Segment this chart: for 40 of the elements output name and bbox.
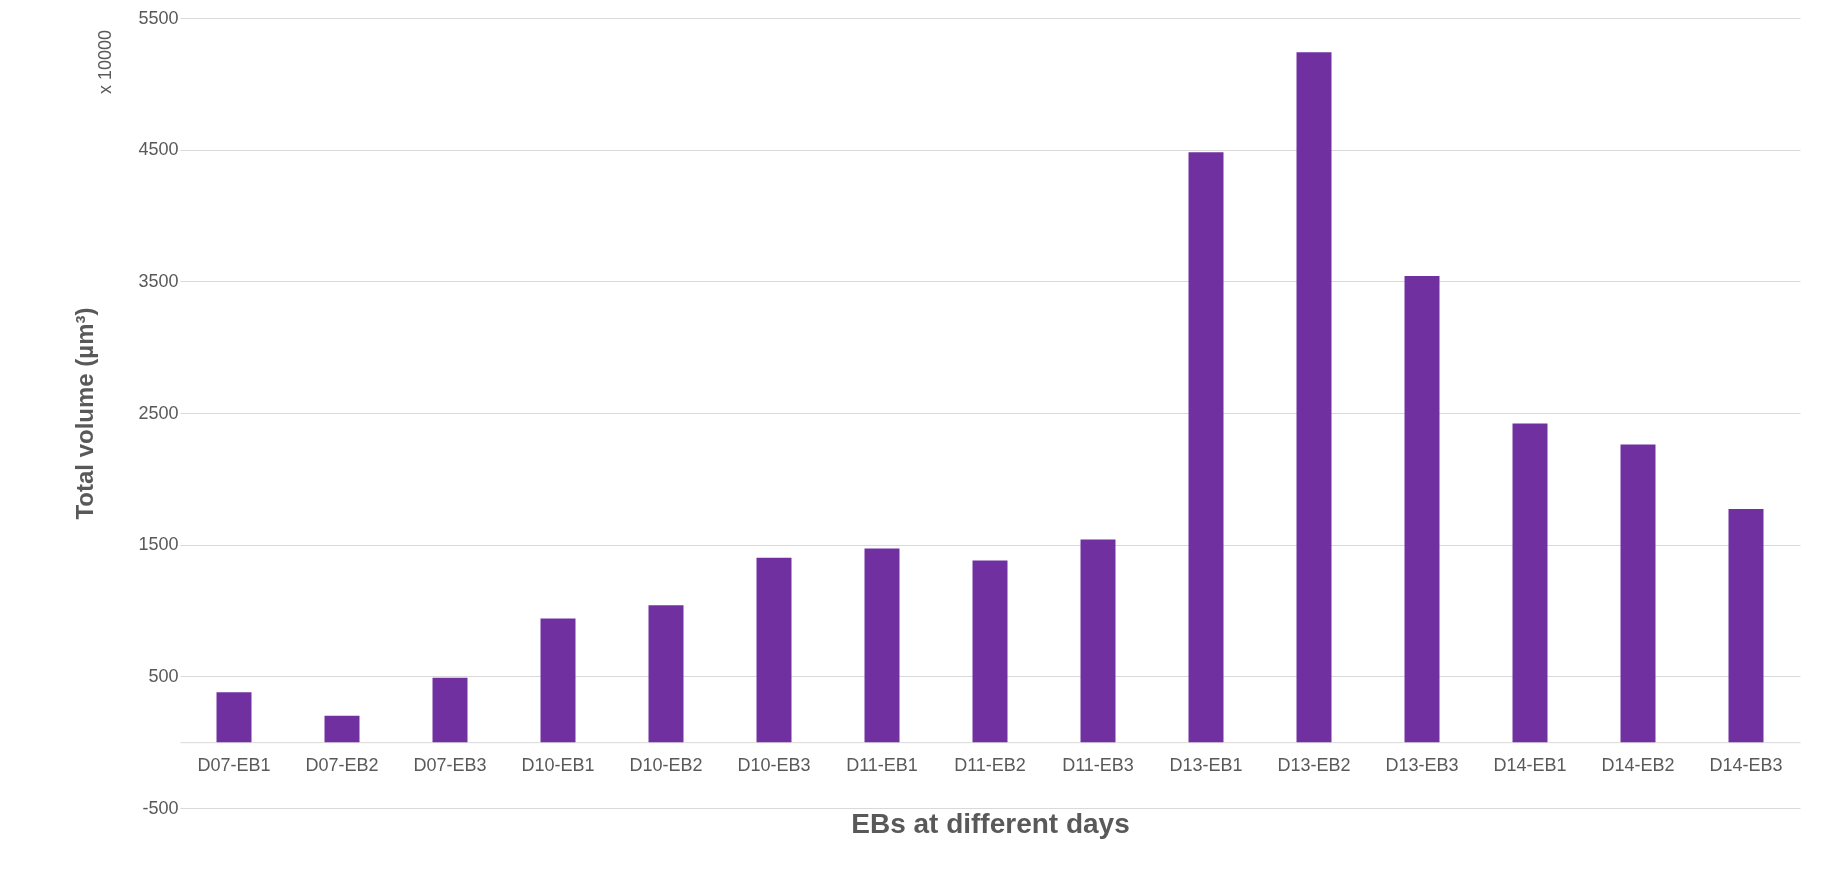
x-tick-label: D07-EB3 (413, 754, 487, 775)
bar (1296, 52, 1332, 743)
y-tick-label: -500 (142, 797, 179, 818)
bar (540, 618, 576, 743)
x-tick-label: D11-EB2 (954, 754, 1026, 775)
x-tick-label: D14-EB3 (1709, 754, 1783, 775)
bar (1188, 152, 1224, 743)
x-tick-label: D13-EB2 (1277, 754, 1351, 775)
x-tick-label: D07-EB2 (305, 754, 379, 775)
x-tick-label: D11-EB3 (1062, 754, 1134, 775)
y-tick-label: 5500 (138, 7, 179, 28)
x-tick-label: D13-EB1 (1169, 754, 1243, 775)
x-tick-label: D10-EB1 (521, 754, 595, 775)
bar (1080, 539, 1116, 743)
bar (324, 715, 360, 743)
bar (648, 605, 684, 743)
bar (972, 560, 1008, 743)
bar (216, 692, 252, 743)
y-tick-label: 4500 (138, 139, 179, 160)
bar (1728, 509, 1764, 743)
bar (1512, 423, 1548, 743)
bar (864, 548, 900, 743)
bar (1404, 276, 1440, 743)
x-tick-label: D11-EB1 (846, 754, 918, 775)
y-tick-label: 2500 (138, 402, 179, 423)
bar (1620, 444, 1656, 743)
y-tick-label: 1500 (138, 534, 179, 555)
x-tick-label: D13-EB3 (1385, 754, 1459, 775)
text: x 10000 (95, 30, 116, 95)
y-tick-label: 500 (148, 665, 179, 686)
x-axis-title: EBs at different days (851, 807, 1130, 839)
x-tick-label: D14-EB2 (1601, 754, 1675, 775)
x-tick-label: D07-EB1 (197, 754, 271, 775)
bar (756, 557, 792, 743)
x-tick-label: D10-EB2 (629, 754, 703, 775)
x-tick-label: D10-EB3 (737, 754, 811, 775)
y-axis-title: Total volume (µm³) (71, 307, 99, 520)
x-tick-label: D14-EB1 (1493, 754, 1567, 775)
y-tick-label: 3500 (138, 270, 179, 291)
bar (432, 677, 468, 743)
